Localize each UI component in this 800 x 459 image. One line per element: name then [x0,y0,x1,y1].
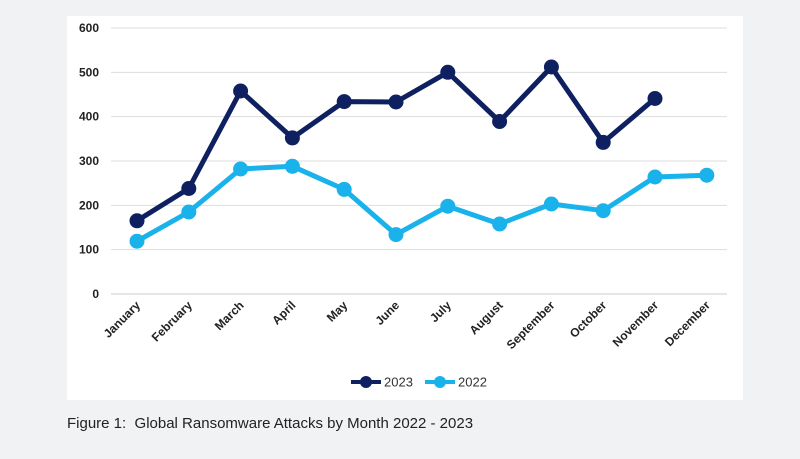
chart-panel: 0 100 200 300 400 500 600 January February March… [67,16,743,400]
data-point-2022 [440,198,456,214]
data-point-2023 [129,213,145,229]
data-point-2023 [284,130,300,146]
y-tick-label: 600 [79,21,99,35]
x-tick-label: June [372,298,402,328]
data-point-2022 [129,233,145,249]
x-tick-label: September [504,298,558,352]
data-point-2022 [543,196,559,212]
data-point-2023 [595,134,611,150]
figure-caption: Figure 1: Global Ransomware Attacks by M… [67,415,474,432]
data-point-2022 [699,167,715,183]
data-point-2023 [543,59,559,75]
x-tick-label: August [467,298,506,337]
legend-label: 2022 [458,375,487,390]
data-point-2023 [388,94,404,110]
legend-swatch-marker [434,376,446,388]
x-tick-label: March [212,298,247,333]
data-point-2022 [336,181,352,197]
x-tick-label: February [149,298,195,344]
x-tick-label: November [610,298,662,350]
x-tick-label: April [269,298,298,327]
legend-item-2023: 2023 [351,375,413,390]
data-point-2022 [181,204,197,220]
data-point-2023 [233,83,249,99]
y-tick-label: 0 [92,287,99,301]
x-tick-label: December [662,298,713,349]
series-line-2023 [134,64,658,224]
data-point-2022 [233,161,249,177]
data-point-2023 [440,64,456,80]
data-point-2022 [284,158,300,174]
y-tick-label: 200 [79,198,99,212]
data-point-2023 [336,94,352,110]
data-point-2023 [647,91,663,106]
data-point-2023 [181,181,197,196]
data-point-2022 [647,169,663,185]
x-tick-label: January [101,298,144,341]
y-tick-label: 300 [79,154,99,168]
y-tick-label: 500 [79,65,99,79]
data-point-2022 [492,216,508,232]
x-tick-label: October [567,298,610,341]
x-tick-label: May [324,298,351,325]
legend-label: 2023 [384,375,413,390]
data-point-2022 [595,203,611,219]
legend-item-2022: 2022 [425,375,487,390]
line-chart: 0 100 200 300 400 500 600 January February March… [79,21,727,390]
data-point-2023 [492,114,508,129]
y-tick-label: 400 [79,110,99,124]
series-line-2022 [134,163,710,244]
x-tick-label: July [427,298,454,325]
data-point-2022 [388,227,404,243]
y-tick-label: 100 [79,243,99,257]
legend-swatch-marker [360,376,372,388]
